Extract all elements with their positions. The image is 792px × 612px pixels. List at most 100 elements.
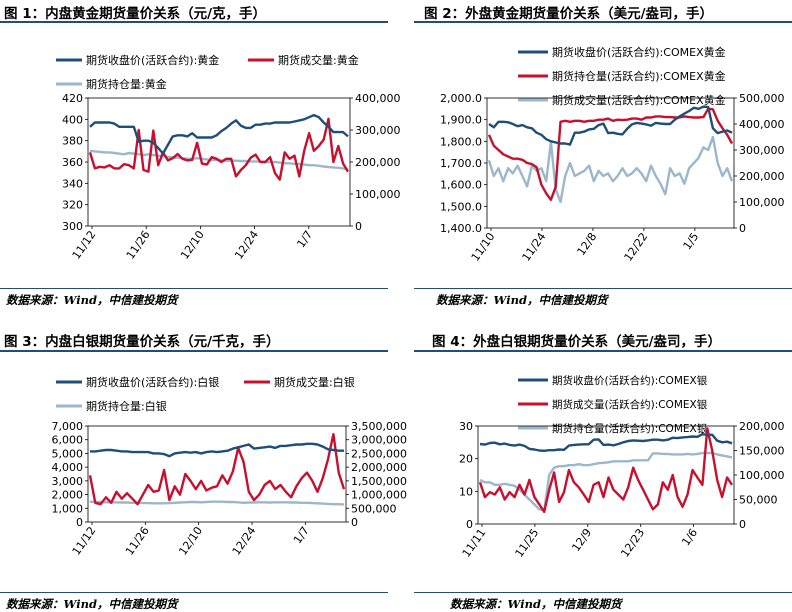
y-tick-label-right: 0 — [351, 516, 358, 529]
y-tick-label-right: 3,000,000 — [351, 434, 407, 447]
y-tick-label-left: 1,500.0 — [440, 200, 482, 213]
x-tick-label: 11/10 — [469, 230, 498, 263]
x-tick-label: 11/12 — [70, 228, 99, 261]
y-tick-label-left: 1,000 — [52, 502, 84, 515]
x-tick-label: 1/5 — [681, 230, 702, 252]
source-note: 数据来源：Wind，中信建投期货 — [450, 597, 622, 611]
y-tick-label-left: 6,000 — [52, 434, 84, 447]
x-tick-label: 12/8 — [575, 230, 600, 258]
plot-frame — [87, 425, 347, 523]
legend-label: 期货收盘价(活跃合约):COMEX黄金 — [552, 45, 726, 59]
y-tick-label-right: 200,000 — [355, 156, 401, 169]
y-tick-label-right: 200,000 — [739, 170, 785, 183]
x-tick-label: 12/9 — [569, 526, 594, 554]
series-line — [487, 135, 734, 204]
y-tick-label-right: 400,000 — [739, 118, 785, 131]
y-tick-label-right: 500,000 — [351, 502, 397, 515]
series-line — [88, 117, 350, 181]
chart-title: 图 4：外盘白银期货量价关系（美元/盎司，手） — [432, 334, 722, 350]
legend-label: 期货收盘价(活跃合约):COMEX银 — [552, 374, 708, 387]
y-tick-label-left: 320 — [62, 199, 83, 212]
y-tick-label-right: 300,000 — [355, 124, 401, 137]
y-tick-label-left: 400 — [62, 113, 83, 126]
legend-label: 期货成交量(活跃合约):COMEX黄金 — [552, 93, 726, 107]
x-tick-label: 12/24 — [230, 524, 259, 557]
y-tick-label-left: 5,000 — [52, 447, 84, 460]
y-tick-label-left: 1,700.0 — [440, 157, 482, 170]
y-tick-label-right: 150,000 — [739, 445, 785, 458]
y-tick-label-right: 2,500,000 — [351, 447, 407, 460]
y-tick-label-left: 20 — [459, 453, 473, 466]
y-tick-label-right: 1,000,000 — [351, 489, 407, 502]
x-tick-label: 11/25 — [513, 526, 542, 559]
y-tick-label-right: 100,000 — [355, 188, 401, 201]
legend-label: 期货收盘价(活跃合约):白银 — [86, 375, 219, 389]
x-tick-label: 12/10 — [176, 524, 205, 557]
y-tick-label-right: 100,000 — [739, 196, 785, 209]
y-tick-label-right: 100,000 — [739, 469, 785, 482]
y-tick-label-right: 200,000 — [739, 420, 785, 433]
x-tick-label: 11/24 — [520, 230, 549, 263]
x-tick-label: 11/26 — [123, 524, 152, 557]
series-line — [478, 427, 733, 513]
y-tick-label-left: 2,000 — [52, 489, 84, 502]
title-rule — [0, 350, 388, 352]
x-tick-label: 12/24 — [232, 228, 261, 261]
legend-label: 期货成交量:黄金 — [278, 53, 359, 67]
title-rule — [0, 21, 388, 23]
legend-label: 期货持仓量(活跃合约):COMEX黄金 — [552, 69, 726, 83]
y-tick-label-left: 1,800.0 — [440, 135, 482, 148]
y-tick-label-right: 0 — [355, 220, 362, 233]
y-tick-label-right: 500,000 — [739, 92, 785, 105]
footer-rule — [414, 592, 792, 593]
x-tick-label: 11/26 — [124, 228, 153, 261]
series-line — [89, 113, 349, 155]
y-tick-label-left: 4,000 — [52, 461, 84, 474]
source-note: 数据来源：Wind，中信建投期货 — [6, 597, 178, 611]
y-tick-label-left: 0 — [76, 516, 83, 529]
x-tick-label: 11/12 — [70, 524, 99, 557]
y-tick-label-left: 2,000.0 — [440, 92, 482, 105]
x-tick-label: 1/6 — [679, 526, 700, 548]
chart-title: 图 2：外盘黄金期货量价关系（美元/盎司，手） — [424, 6, 714, 22]
x-tick-label: 12/22 — [622, 230, 651, 263]
source-note: 数据来源：Wind，中信建投期货 — [436, 293, 608, 307]
legend-label: 期货持仓量:黄金 — [86, 77, 167, 91]
x-tick-label: 11/11 — [460, 526, 489, 559]
chart-title: 图 3：内盘白银期货量价关系（元/千克，手） — [4, 334, 280, 350]
chart-title: 图 1：内盘黄金期货量价关系（元/克，手） — [4, 6, 267, 22]
y-tick-label-right: 0 — [739, 222, 746, 235]
x-tick-label: 1/7 — [291, 524, 312, 546]
chart-svg: 期货收盘价(活跃合约):COMEX银期货成交量(活跃合约):COMEX银期货持仓… — [459, 374, 785, 560]
y-tick-label-left: 3,000 — [52, 475, 84, 488]
y-tick-label-left: 1,900.0 — [440, 114, 482, 127]
y-tick-label-right: 0 — [739, 518, 746, 531]
y-tick-label-right: 300,000 — [739, 144, 785, 157]
y-tick-label-left: 300 — [62, 220, 83, 233]
series-line — [89, 500, 345, 506]
x-tick-label: 1/7 — [294, 228, 315, 250]
series-line — [479, 433, 733, 452]
y-tick-label-left: 10 — [459, 485, 473, 498]
legend-label: 期货持仓量(活跃合约):COMEX银 — [552, 422, 708, 435]
source-note: 数据来源：Wind，中信建投期货 — [6, 293, 178, 307]
footer-rule — [0, 288, 388, 289]
y-tick-label-right: 3,500,000 — [351, 420, 407, 433]
series-line — [90, 442, 344, 458]
y-tick-label-right: 1,500,000 — [351, 475, 407, 488]
y-tick-label-left: 340 — [62, 177, 83, 190]
legend-label: 期货收盘价(活跃合约):黄金 — [86, 53, 219, 67]
series-line — [488, 105, 733, 146]
y-tick-label-right: 50,000 — [739, 494, 778, 507]
y-tick-label-right: 400,000 — [355, 92, 401, 105]
series-line — [479, 451, 733, 512]
series-line — [88, 433, 346, 506]
x-tick-label: 12/23 — [618, 526, 647, 559]
legend-label: 期货成交量(活跃合约):COMEX银 — [552, 398, 708, 411]
chart-svg: 期货收盘价(活跃合约):COMEX黄金期货持仓量(活跃合约):COMEX黄金期货… — [440, 45, 785, 264]
chart-svg: 期货收盘价(活跃合约):白银 期货成交量:白银期货持仓量:白银01,0002,00… — [52, 375, 407, 558]
y-tick-label-left: 1,600.0 — [440, 179, 482, 192]
footer-rule — [0, 592, 388, 593]
title-rule — [414, 350, 792, 352]
